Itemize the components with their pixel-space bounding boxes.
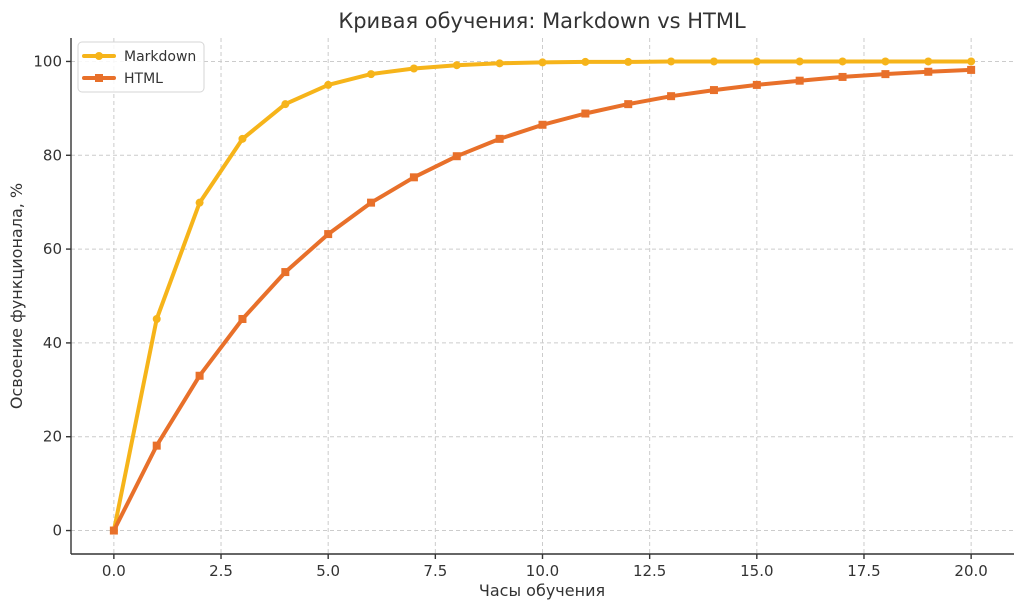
legend-label-html: HTML: [124, 71, 163, 87]
y-tick-label: 80: [43, 146, 62, 164]
data-point-markdown: [924, 57, 933, 66]
series-html: [109, 65, 976, 535]
data-point-markdown: [967, 57, 976, 66]
data-point-markdown: [281, 100, 290, 109]
x-tick-label: 12.5: [633, 562, 666, 580]
data-point-html: [881, 70, 890, 79]
y-tick-label: 40: [43, 334, 62, 352]
data-point-markdown: [238, 134, 247, 143]
legend-item-markdown: Markdown: [82, 49, 196, 65]
x-tick-label: 5.0: [316, 562, 340, 580]
data-point-html: [967, 65, 976, 74]
x-tick-label: 7.5: [423, 562, 447, 580]
data-point-html: [367, 198, 376, 207]
data-point-markdown: [195, 198, 204, 207]
y-tick-label: 20: [43, 428, 62, 446]
data-point-markdown: [409, 64, 418, 73]
data-point-markdown: [752, 57, 761, 66]
data-point-html: [324, 230, 333, 239]
chart-title: Кривая обучения: Markdown vs HTML: [338, 9, 746, 33]
data-point-markdown: [709, 57, 718, 66]
data-point-html: [795, 76, 804, 85]
data-point-markdown: [881, 57, 890, 66]
x-tick-label: 10.0: [526, 562, 559, 580]
data-point-markdown: [838, 57, 847, 66]
data-point-markdown: [624, 57, 633, 66]
data-point-html: [838, 72, 847, 81]
data-point-html: [152, 441, 161, 450]
data-point-html: [924, 67, 933, 76]
y-tick-label: 0: [52, 522, 62, 540]
x-axis-label: Часы обучения: [479, 581, 605, 600]
data-point-html: [495, 134, 504, 143]
data-point-html: [452, 152, 461, 161]
data-point-html: [109, 526, 118, 535]
data-point-html: [538, 120, 547, 129]
data-point-markdown: [495, 59, 504, 68]
legend-marker-html: [95, 74, 103, 82]
series-markdown: [109, 57, 976, 535]
data-point-html: [709, 86, 718, 95]
data-point-markdown: [538, 58, 547, 67]
data-point-markdown: [452, 61, 461, 70]
data-point-markdown: [795, 57, 804, 66]
legend: Markdown HTML: [77, 41, 205, 93]
y-tick-label: 60: [43, 240, 62, 258]
data-point-markdown: [324, 80, 333, 89]
x-axis-ticks: 0.0 2.5 5.0 7.5 10.0 12.5 15.0 17.5 20.0: [102, 554, 988, 580]
x-tick-label: 0.0: [102, 562, 126, 580]
data-point-html: [752, 80, 761, 89]
data-point-html: [667, 92, 676, 101]
data-point-markdown: [667, 57, 676, 66]
legend-label-markdown: Markdown: [124, 49, 196, 65]
data-point-html: [581, 109, 590, 118]
data-point-html: [624, 100, 633, 109]
legend-marker-markdown: [95, 52, 103, 60]
x-tick-label: 17.5: [847, 562, 880, 580]
data-point-html: [195, 371, 204, 380]
data-point-html: [281, 268, 290, 277]
data-point-markdown: [581, 57, 590, 66]
y-axis-ticks: 0 20 40 60 80 100: [33, 52, 71, 540]
data-point-markdown: [367, 70, 376, 79]
x-tick-label: 20.0: [954, 562, 987, 580]
legend-item-html: HTML: [82, 71, 163, 87]
x-tick-label: 15.0: [740, 562, 773, 580]
x-tick-label: 2.5: [209, 562, 233, 580]
data-point-markdown: [152, 314, 161, 323]
data-point-html: [409, 173, 418, 182]
y-tick-label: 100: [33, 52, 62, 70]
grid: [71, 38, 1014, 554]
y-axis-label: Освоение функционала, %: [7, 183, 26, 409]
data-point-html: [238, 314, 247, 323]
series-layer: [109, 57, 976, 535]
